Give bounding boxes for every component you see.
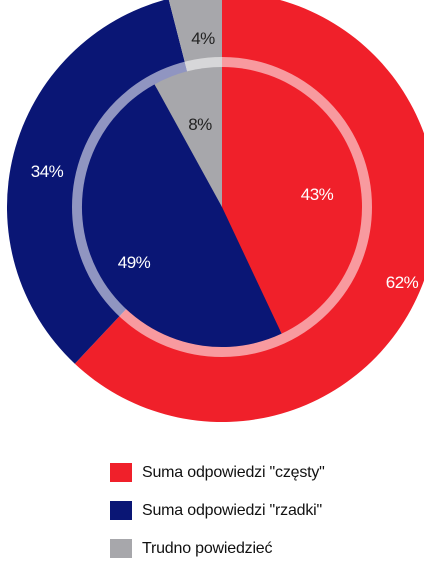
legend-item-czesty: Suma odpowiedzi "częsty" [110,462,420,483]
ring-separator [72,57,372,357]
inner-label-rzadki: 49% [118,253,151,272]
outer-label-trudno: 4% [191,29,215,48]
chart-legend: Suma odpowiedzi "częsty" Suma odpowiedzi… [110,462,420,576]
inner-slice-czesty [222,67,363,334]
inner-label-czesty: 43% [301,185,334,204]
legend-swatch-rzadki [110,501,132,520]
inner-slice-rzadki [81,84,282,348]
legend-label-rzadki: Suma odpowiedzi "rzadki" [142,501,322,519]
outer-label-rzadki: 34% [31,162,64,181]
donut-chart: 62% 34% 4% 43% 49% 8% [7,0,424,422]
inner-slice-trudno [154,67,222,207]
legend-item-rzadki: Suma odpowiedzi "rzadki" [110,500,420,521]
legend-swatch-czesty [110,463,132,482]
legend-swatch-trudno [110,539,132,558]
legend-item-trudno: Trudno powiedzieć [110,538,420,559]
legend-label-czesty: Suma odpowiedzi "częsty" [142,463,325,481]
inner-label-trudno: 8% [188,115,212,134]
legend-label-trudno: Trudno powiedzieć [142,539,273,557]
outer-label-czesty: 62% [386,273,419,292]
